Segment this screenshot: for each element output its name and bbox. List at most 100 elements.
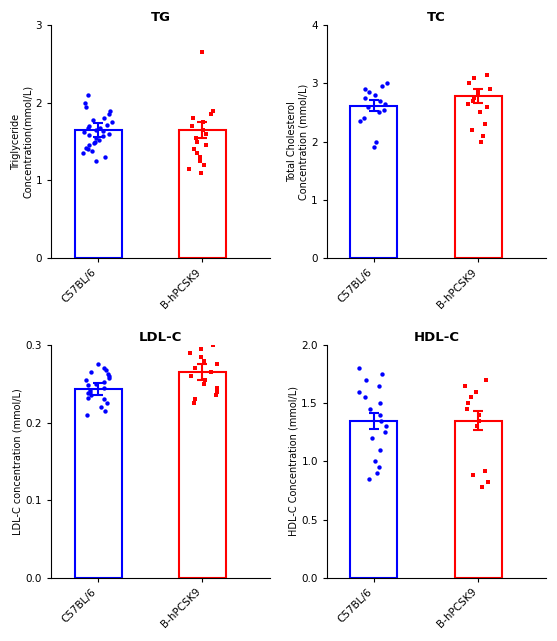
Point	[371, 90, 380, 100]
Point	[99, 113, 108, 124]
Point	[87, 367, 96, 378]
Point	[100, 363, 109, 374]
Point	[376, 445, 385, 455]
Point	[105, 372, 114, 383]
Point	[201, 375, 210, 385]
Point	[470, 93, 478, 103]
Point	[355, 387, 364, 397]
Point	[85, 140, 94, 151]
Point	[193, 148, 202, 158]
Point	[105, 129, 114, 139]
Point	[475, 415, 484, 426]
Point	[212, 390, 221, 401]
Point	[464, 99, 473, 109]
Point	[469, 470, 478, 481]
Point	[189, 144, 198, 154]
Point	[100, 394, 109, 404]
Point	[360, 84, 369, 94]
Point	[374, 462, 383, 472]
Point	[377, 415, 385, 426]
Point	[364, 101, 373, 112]
Point	[104, 371, 113, 381]
Point	[87, 390, 96, 401]
Point	[108, 117, 116, 128]
Point	[100, 152, 109, 162]
Point	[184, 163, 193, 174]
Point	[92, 379, 101, 389]
Point	[82, 143, 91, 153]
Point	[365, 474, 374, 484]
Point	[472, 387, 481, 397]
Point	[91, 137, 100, 147]
Bar	[75, 130, 121, 258]
Point	[372, 468, 381, 478]
Point	[460, 381, 469, 391]
Point	[99, 383, 108, 393]
Point	[82, 375, 91, 385]
Point	[475, 410, 484, 420]
Point	[196, 336, 204, 346]
Point	[191, 394, 200, 404]
Y-axis label: LDL-C concentration (mmol/L): LDL-C concentration (mmol/L)	[13, 388, 23, 535]
Point	[198, 117, 207, 128]
Point	[200, 379, 209, 389]
Point	[99, 126, 108, 137]
Point	[209, 340, 218, 350]
Point	[212, 387, 221, 397]
Point	[355, 363, 364, 374]
Point	[481, 465, 490, 476]
Y-axis label: Total Cholesterol
Concentration (mmol/L): Total Cholesterol Concentration (mmol/L)	[287, 83, 309, 200]
Point	[104, 369, 113, 379]
Point	[467, 392, 476, 403]
Point	[468, 125, 477, 135]
Point	[370, 142, 379, 153]
Point	[465, 78, 473, 88]
Point	[80, 127, 89, 137]
Point	[361, 375, 370, 385]
Point	[473, 90, 482, 100]
Point	[383, 78, 392, 88]
Point	[473, 421, 482, 431]
Bar	[350, 420, 397, 578]
Point	[368, 433, 377, 443]
Point	[102, 365, 111, 375]
Point	[91, 133, 100, 143]
Point	[483, 477, 492, 487]
Point	[85, 130, 94, 140]
Point	[88, 146, 97, 156]
Title: HDL-C: HDL-C	[413, 331, 460, 344]
Point	[375, 410, 384, 420]
Point	[80, 97, 89, 108]
Point	[196, 156, 205, 166]
Point	[95, 135, 104, 145]
Point	[196, 152, 204, 162]
Point	[374, 381, 383, 391]
Point	[102, 398, 111, 408]
Point	[196, 351, 205, 362]
Point	[212, 360, 221, 370]
Point	[483, 101, 492, 112]
Point	[365, 87, 374, 97]
Point	[202, 129, 211, 139]
Point	[192, 137, 201, 147]
Point	[199, 125, 208, 135]
Point	[481, 375, 490, 385]
Point	[355, 116, 364, 126]
Point	[375, 107, 384, 117]
Point	[82, 410, 91, 420]
Point	[470, 72, 478, 83]
Point	[84, 90, 93, 100]
Point	[375, 398, 384, 408]
Point	[381, 99, 390, 109]
Point	[199, 160, 208, 170]
Point	[97, 402, 106, 412]
Point	[94, 360, 102, 370]
Point	[485, 84, 494, 94]
Point	[198, 47, 207, 58]
Point	[84, 144, 92, 154]
Point	[360, 113, 369, 124]
Point	[83, 393, 92, 403]
Bar	[75, 389, 121, 578]
Point	[463, 404, 472, 414]
Point	[378, 81, 387, 92]
